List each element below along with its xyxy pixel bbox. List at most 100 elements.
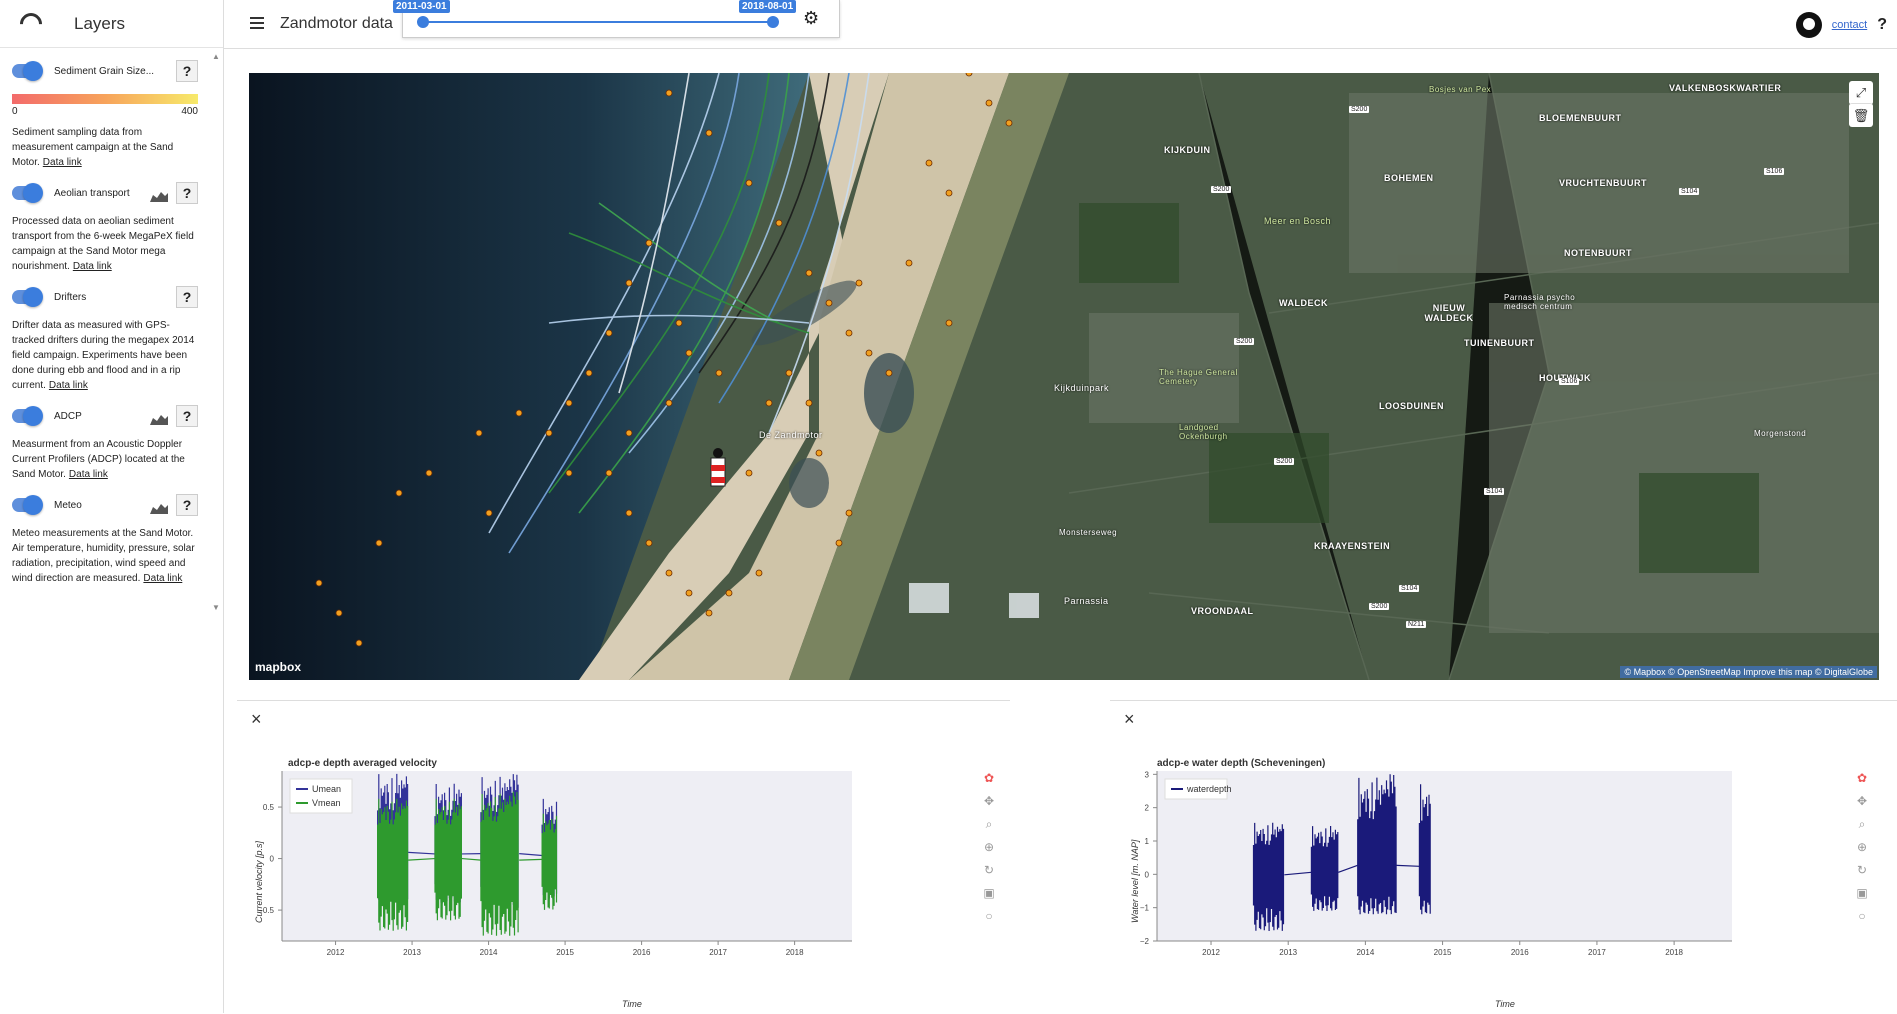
x-tick-label: 2015 [1434, 948, 1452, 957]
sidebar-scrollbar[interactable]: ▲▼ [212, 52, 222, 612]
layer-toggle[interactable] [12, 186, 40, 200]
y-tick-label: −0.5 [258, 906, 274, 915]
help-button[interactable]: ? [176, 405, 198, 427]
help-button[interactable]: ? [176, 60, 198, 82]
area-chart-icon[interactable] [150, 184, 172, 202]
reset-icon[interactable]: ↻ [979, 863, 999, 886]
data-link[interactable]: Data link [49, 380, 88, 391]
menu-icon[interactable] [250, 17, 264, 29]
data-link[interactable]: Data link [143, 573, 182, 584]
layer-name: Aeolian transport [54, 188, 150, 199]
pan-icon[interactable]: ✥ [979, 794, 999, 817]
scroll-up-icon[interactable]: ▲ [212, 52, 220, 61]
place-label: NIEUW WALDECK [1419, 303, 1479, 323]
place-label: Meer en Bosch [1264, 216, 1331, 226]
x-tick-label: 2017 [1588, 948, 1606, 957]
contact-link[interactable]: contact [1832, 19, 1867, 31]
box-zoom-icon[interactable]: ⌕ [1852, 817, 1872, 840]
layer-item: Drifters?Drifter data as measured with G… [0, 278, 210, 397]
end-date-label: 2018-08-01 [739, 0, 796, 13]
place-label: VRUCHTENBUURT [1559, 178, 1647, 188]
x-tick-label: 2016 [1511, 948, 1529, 957]
legend-gradient [12, 94, 198, 104]
hover-icon[interactable]: ○ [979, 909, 999, 932]
layer-toggle[interactable] [12, 409, 40, 423]
layer-name: Sediment Grain Size... [54, 66, 176, 77]
mapbox-logo[interactable]: mapbox [255, 660, 301, 674]
layer-toggle[interactable] [12, 498, 40, 512]
app-title: Zandmotor data [280, 15, 393, 33]
road-shield: S104 [1679, 188, 1699, 195]
box-zoom-icon[interactable]: ⌕ [979, 817, 999, 840]
chart-legend: waterdepth [1165, 779, 1232, 799]
area-chart-icon[interactable] [150, 496, 172, 514]
area-chart-icon[interactable] [150, 407, 172, 425]
place-label: Monsterseweg [1059, 528, 1117, 537]
hover-icon[interactable]: ○ [1852, 909, 1872, 932]
scroll-down-icon[interactable]: ▼ [212, 603, 220, 612]
layer-name: ADCP [54, 411, 150, 422]
slider-track[interactable] [423, 21, 773, 23]
wheel-zoom-icon[interactable]: ⊕ [979, 840, 999, 863]
save-icon[interactable]: ▣ [1852, 886, 1872, 909]
layer-description: Meteo measurements at the Sand Motor. Ai… [12, 526, 198, 586]
data-link[interactable]: Data link [73, 261, 112, 272]
layer-description: Measurment from an Acoustic Doppler Curr… [12, 437, 198, 482]
road-shield: S200 [1274, 458, 1294, 465]
layer-toggle[interactable] [12, 290, 40, 304]
help-button[interactable]: ? [1877, 16, 1887, 34]
top-right-links: contact ? [1776, 12, 1887, 38]
layer-toggle[interactable] [12, 64, 40, 78]
wheel-zoom-icon[interactable]: ⊕ [1852, 840, 1872, 863]
fullscreen-icon[interactable]: ⤢ [1849, 81, 1873, 105]
pan-icon[interactable]: ✥ [1852, 794, 1872, 817]
map-view[interactable]: VALKENBOSKWARTIER BLOEMENBUURT KIJKDUIN … [249, 73, 1879, 680]
help-button[interactable]: ? [176, 286, 198, 308]
place-label: LOOSDUINEN [1379, 401, 1444, 411]
legend-max: 400 [181, 106, 198, 117]
place-label: TUINENBUURT [1464, 338, 1535, 348]
place-label: WALDECK [1279, 298, 1328, 308]
loading-spinner-icon [15, 8, 46, 39]
gear-icon[interactable]: ⚙ [803, 8, 819, 29]
y-tick-label: −2 [1140, 937, 1150, 946]
place-label: NOTENBUURT [1564, 248, 1632, 258]
data-link[interactable]: Data link [69, 469, 108, 480]
layer-name: Drifters [54, 292, 176, 303]
trash-icon[interactable]: 🗑 [1849, 103, 1873, 127]
bokeh-logo-icon[interactable]: ✿ [979, 771, 999, 794]
help-button[interactable]: ? [176, 494, 198, 516]
layer-description: Sediment sampling data from measurement … [12, 125, 198, 170]
sidebar-title: Layers [74, 14, 125, 34]
place-label: Morgenstond [1754, 429, 1806, 438]
road-shield: S106 [1559, 378, 1579, 385]
reset-icon[interactable]: ↻ [1852, 863, 1872, 886]
layer-item: ADCP? Measurment from an Acoustic Doppler… [0, 397, 210, 486]
bokeh-logo-icon[interactable]: ✿ [1852, 771, 1872, 794]
place-label: Parnassia [1064, 596, 1109, 606]
map-attribution[interactable]: © Mapbox © OpenStreetMap Improve this ma… [1620, 666, 1877, 678]
road-shield: S200 [1369, 603, 1389, 610]
github-icon[interactable] [1796, 12, 1822, 38]
save-icon[interactable]: ▣ [979, 886, 999, 909]
x-tick-label: 2014 [1356, 948, 1374, 957]
road-shield: S104 [1484, 488, 1504, 495]
lighthouse-marker [711, 448, 725, 486]
data-link[interactable]: Data link [43, 157, 82, 168]
y-tick-label: 0 [270, 855, 275, 864]
x-tick-label: 2017 [709, 948, 727, 957]
road-shield: S200 [1349, 106, 1369, 113]
layer-row: Sediment Grain Size...? [12, 58, 198, 84]
slider-end-handle[interactable] [767, 16, 779, 28]
x-tick-label: 2012 [1202, 948, 1220, 957]
road-shield: S104 [1399, 585, 1419, 592]
road-shield: N211 [1406, 621, 1426, 628]
slider-start-handle[interactable] [417, 16, 429, 28]
place-label: Bosjes van Pex [1429, 85, 1491, 94]
layer-desc-text: Sediment sampling data from measurement … [12, 127, 173, 168]
help-button[interactable]: ? [176, 182, 198, 204]
